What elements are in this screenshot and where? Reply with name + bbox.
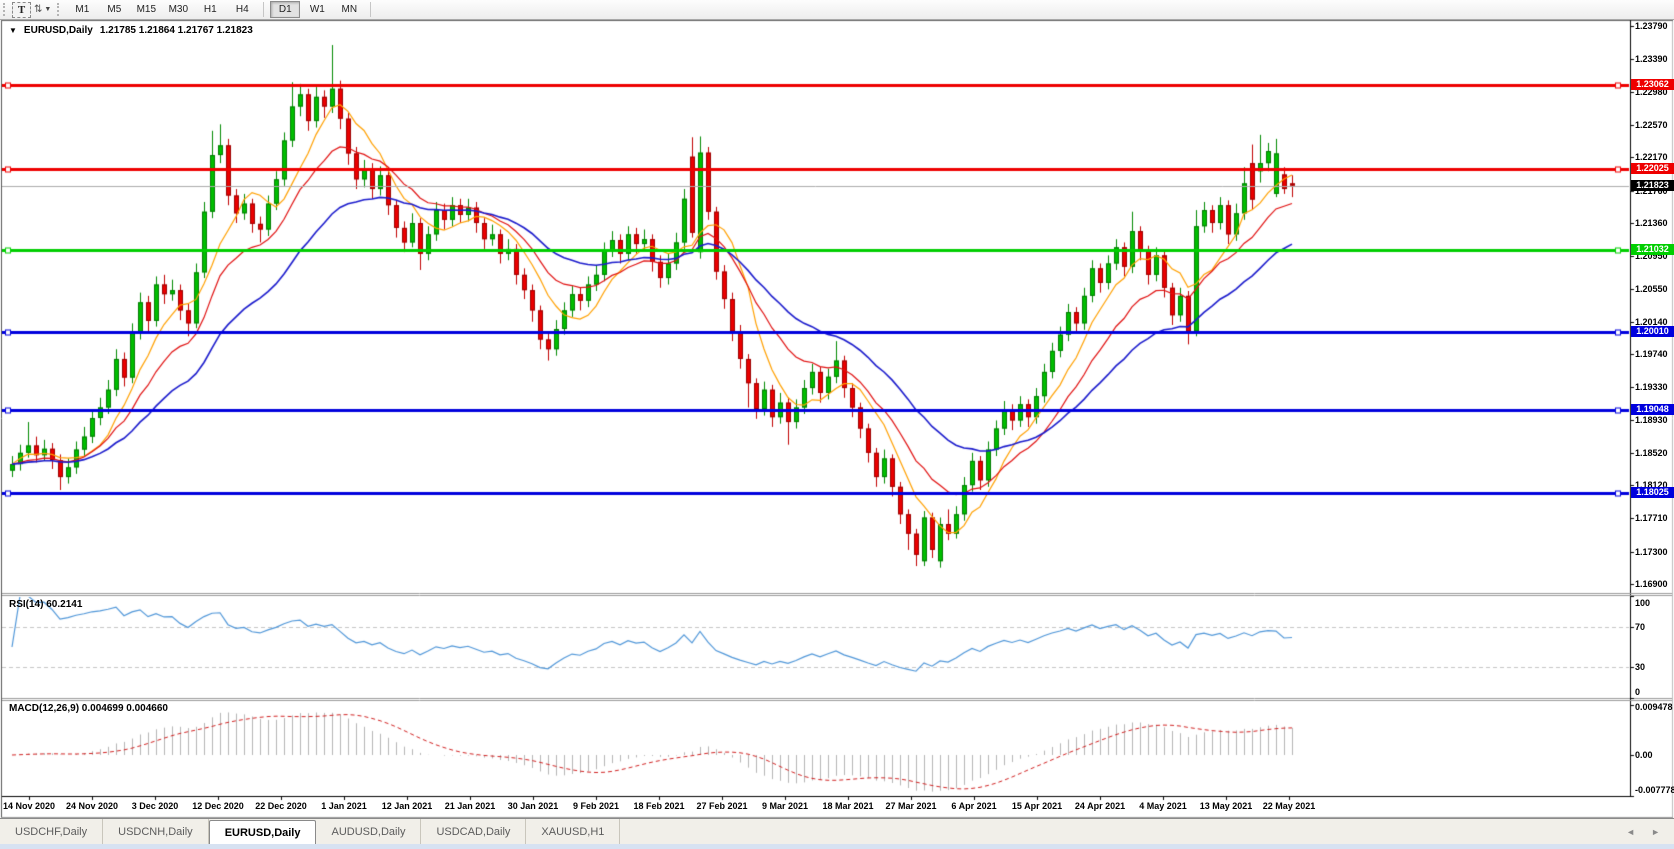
chart-tab-usdcad[interactable]: USDCAD,Daily xyxy=(421,819,527,845)
price-axis-label: 1.17710 xyxy=(1635,513,1668,524)
toolbar-grip xyxy=(3,3,8,16)
date-axis-label: 21 Jan 2021 xyxy=(444,801,496,811)
date-axis-label: 9 Mar 2021 xyxy=(761,801,809,811)
price-level-badge: 1.20010 xyxy=(1631,326,1674,338)
chart-symbol-period: EURUSD,Daily xyxy=(23,25,93,36)
chart-collapse-icon[interactable]: ▼ xyxy=(9,26,17,35)
chart-tab-bar: USDCHF,Daily USDCNH,Daily EURUSD,Daily AUDU… xyxy=(0,818,1674,845)
price-axis-label: 1.19740 xyxy=(1635,349,1668,360)
timeframe-button-d1[interactable]: D1 xyxy=(270,1,301,18)
crosshair-tool-button[interactable]: ⇅ ▼ xyxy=(31,2,54,17)
chart-tab-xauusd[interactable]: XAUUSD,H1 xyxy=(526,819,621,845)
price-level-badge: 1.19048 xyxy=(1631,404,1674,416)
toolbar-grip xyxy=(57,3,62,16)
price-axis-label: 1.23790 xyxy=(1635,21,1668,32)
tab-scroll-controls: ◄ ► xyxy=(1612,819,1674,845)
timeframe-button-w1[interactable]: W1 xyxy=(309,4,325,15)
top-toolbar: T ⇅ ▼ M1 M5 M15 M30 H1 H4 D1 W1 MN xyxy=(0,0,1674,20)
chart-ohlc-values: 1.21785 1.21864 1.21767 1.21823 xyxy=(99,25,253,36)
date-axis-label: 6 Apr 2021 xyxy=(951,801,997,811)
price-axis-label: 1.18120 xyxy=(1635,480,1668,491)
price-axis-label: 1.20950 xyxy=(1635,251,1668,262)
chart-tab-audusd[interactable]: AUDUSD,Daily xyxy=(316,819,422,845)
date-axis-label: 12 Dec 2020 xyxy=(192,801,244,811)
date-axis-label: 18 Feb 2021 xyxy=(633,801,685,811)
date-axis-label: 24 Nov 2020 xyxy=(65,801,119,811)
timeframe-button-group: M1 M5 M15 M30 H1 H4 D1 W1 MN xyxy=(66,1,365,18)
macd-axis-label: 0.00 xyxy=(1635,750,1653,760)
chart-tabs: USDCHF,Daily USDCNH,Daily EURUSD,Daily AUDU… xyxy=(0,819,621,845)
date-axis-label: 27 Mar 2021 xyxy=(885,801,937,811)
date-axis-label: 30 Jan 2021 xyxy=(507,801,559,811)
price-level-badge: 1.23062 xyxy=(1631,79,1674,91)
price-axis-label: 1.22980 xyxy=(1635,86,1668,97)
rsi-axis-label: 0 xyxy=(1635,687,1641,697)
toolbar-separator xyxy=(263,2,265,17)
price-axis-label: 1.16900 xyxy=(1635,578,1668,589)
timeframe-button-m1[interactable]: M1 xyxy=(75,4,90,15)
window-bottom-edge xyxy=(0,844,1674,849)
price-axis-label: 1.17300 xyxy=(1635,546,1668,557)
price-axis-label: 1.22170 xyxy=(1635,152,1668,163)
timeframe-button-m15[interactable]: M15 xyxy=(136,4,157,15)
text-tool-button[interactable]: T xyxy=(12,1,31,18)
date-axis-label: 22 Dec 2020 xyxy=(255,801,307,811)
date-axis-label: 18 Mar 2021 xyxy=(822,801,874,811)
rsi-indicator-label: RSI(14) 60.2141 xyxy=(9,599,83,610)
rsi-axis-label: 100 xyxy=(1635,598,1651,608)
price-axis-label: 1.21360 xyxy=(1635,218,1668,229)
date-axis-label: 3 Dec 2020 xyxy=(131,801,179,811)
price-level-badge: 1.21032 xyxy=(1631,243,1674,255)
chart-tab-usdchf[interactable]: USDCHF,Daily xyxy=(0,819,104,845)
date-axis-label: 13 May 2021 xyxy=(1199,801,1253,811)
tab-scroll-left-icon[interactable]: ◄ xyxy=(1626,827,1636,837)
chart-tab-eurusd[interactable]: EURUSD,Daily xyxy=(208,820,317,845)
rsi-axis-label: 30 xyxy=(1635,662,1646,673)
date-axis-label: 24 Apr 2021 xyxy=(1074,801,1126,811)
crosshair-icon: ⇅ xyxy=(34,4,43,15)
timeframe-button-m5[interactable]: M5 xyxy=(107,4,122,15)
date-axis-label: 9 Feb 2021 xyxy=(572,801,620,811)
price-axis-label: 1.22570 xyxy=(1635,120,1668,131)
date-axis-label: 14 Nov 2020 xyxy=(2,801,56,811)
price-axis-label: 1.18520 xyxy=(1635,447,1668,458)
macd-axis-label: 0.009478 xyxy=(1635,702,1673,712)
timeframe-button-h4[interactable]: H4 xyxy=(235,4,249,15)
price-axis-label: 1.21760 xyxy=(1635,185,1668,196)
price-level-badge: 1.22025 xyxy=(1631,163,1674,175)
toolbar-separator xyxy=(370,2,372,17)
macd-axis-label: -0.007778 xyxy=(1635,785,1674,795)
current-price-badge: 1.21823 xyxy=(1631,179,1674,191)
price-axis-label: 1.20140 xyxy=(1635,316,1668,327)
date-axis-label: 15 Apr 2021 xyxy=(1011,801,1063,811)
price-axis-label: 1.18930 xyxy=(1635,414,1668,425)
tab-scroll-right-icon[interactable]: ► xyxy=(1651,827,1660,837)
date-axis-label: 12 Jan 2021 xyxy=(381,801,433,811)
date-axis-label: 27 Feb 2021 xyxy=(696,801,748,811)
macd-indicator-label: MACD(12,26,9) 0.004699 0.004660 xyxy=(9,703,168,714)
price-axis-label: 1.23390 xyxy=(1635,53,1668,64)
timeframe-button-h1[interactable]: H1 xyxy=(203,4,217,15)
price-axis-label: 1.19330 xyxy=(1635,382,1668,393)
timeframe-button-mn[interactable]: MN xyxy=(341,4,358,15)
chart-title: ▼ EURUSD,Daily 1.21785 1.21864 1.21767 1… xyxy=(9,25,253,36)
date-axis-label: 4 May 2021 xyxy=(1139,801,1187,811)
chart-tab-usdcnh[interactable]: USDCNH,Daily xyxy=(103,819,209,845)
date-axis-label: 22 May 2021 xyxy=(1262,801,1316,811)
rsi-axis-label: 70 xyxy=(1635,621,1646,632)
price-level-badge: 1.18025 xyxy=(1631,486,1674,498)
date-axis-label: 1 Jan 2021 xyxy=(321,801,367,811)
dropdown-caret-icon: ▼ xyxy=(44,6,52,13)
price-axis-label: 1.20550 xyxy=(1635,283,1668,294)
timeframe-button-m30[interactable]: M30 xyxy=(168,4,189,15)
